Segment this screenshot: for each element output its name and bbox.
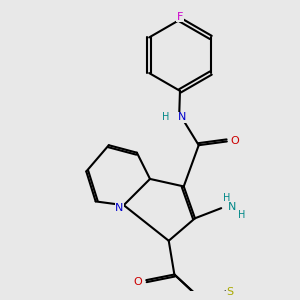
Text: S: S (226, 287, 234, 297)
Text: H: H (223, 194, 230, 203)
Text: N: N (228, 202, 237, 212)
Text: O: O (134, 277, 142, 287)
Text: O: O (231, 136, 239, 146)
Text: H: H (238, 209, 245, 220)
Text: H: H (162, 112, 169, 122)
Text: N: N (178, 112, 186, 122)
Text: N: N (115, 203, 124, 213)
Text: F: F (177, 12, 183, 22)
